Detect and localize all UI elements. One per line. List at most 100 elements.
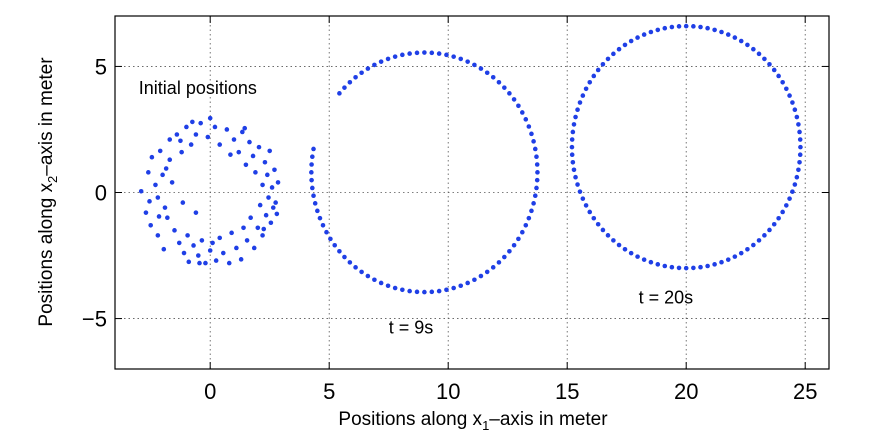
series-2-point bbox=[732, 254, 738, 259]
series-1-point bbox=[378, 280, 384, 286]
series-1-point bbox=[465, 59, 470, 64]
series-0-point bbox=[251, 245, 257, 251]
series-2-point bbox=[712, 262, 717, 267]
series-2-point bbox=[762, 233, 767, 238]
series-0-point bbox=[138, 188, 144, 194]
series-2-point bbox=[725, 32, 731, 37]
series-0-point bbox=[265, 172, 270, 178]
series-0-point bbox=[148, 222, 153, 228]
series-2-point bbox=[787, 93, 792, 98]
series-0-point bbox=[255, 225, 261, 231]
annotation-label: t = 20s bbox=[639, 287, 694, 307]
series-1-point bbox=[531, 201, 536, 206]
series-2-point bbox=[587, 209, 593, 215]
series-0-point bbox=[193, 132, 199, 137]
series-2-point bbox=[669, 24, 675, 30]
series-0-point bbox=[149, 154, 155, 160]
series-0-point bbox=[199, 238, 205, 243]
series-1-point bbox=[444, 52, 449, 58]
series-2-point bbox=[732, 35, 738, 40]
series-2-point bbox=[738, 250, 744, 256]
series-0-point bbox=[143, 210, 149, 215]
series-2-point bbox=[569, 152, 575, 158]
series-1-point bbox=[507, 91, 512, 96]
x-tick-label: 0 bbox=[204, 379, 216, 404]
series-0-point bbox=[186, 259, 192, 265]
series-0-point bbox=[242, 125, 248, 131]
series-0-point bbox=[174, 132, 180, 137]
series-1-point bbox=[392, 54, 398, 59]
series-0-point bbox=[268, 220, 274, 226]
series-0-point bbox=[190, 119, 195, 125]
series-2-point bbox=[575, 107, 580, 113]
series-1-point bbox=[312, 201, 318, 206]
series-1-point bbox=[496, 260, 502, 265]
series-0-point bbox=[197, 260, 202, 266]
series-0-point bbox=[269, 185, 275, 190]
series-2-point bbox=[595, 221, 601, 227]
series-2-point bbox=[605, 233, 611, 238]
series-2-point bbox=[583, 203, 589, 208]
series-1-point bbox=[523, 223, 529, 228]
series-1-point bbox=[407, 51, 412, 56]
series-0-point bbox=[157, 148, 163, 154]
series-2-point bbox=[780, 79, 785, 85]
series-0-point bbox=[181, 250, 187, 256]
y-tick-label: 0 bbox=[95, 181, 107, 206]
series-1-point bbox=[531, 139, 536, 144]
series-0-point bbox=[169, 180, 175, 185]
series-2-point bbox=[698, 24, 703, 30]
series-0-point bbox=[243, 162, 249, 168]
y-tick-label: 5 bbox=[95, 54, 107, 79]
series-1-point bbox=[392, 285, 398, 291]
series-1-point bbox=[490, 75, 496, 80]
series-0-point bbox=[188, 142, 194, 147]
series-2-point bbox=[797, 129, 802, 135]
series-2-point bbox=[767, 227, 772, 233]
series-0-point bbox=[253, 170, 258, 175]
series-2-point bbox=[784, 86, 789, 92]
series-2-point bbox=[628, 38, 634, 44]
series-2-point bbox=[571, 122, 577, 127]
series-0-point bbox=[250, 153, 256, 159]
series-1-point bbox=[378, 59, 384, 64]
series-2-point bbox=[569, 144, 575, 150]
series-2-point bbox=[787, 196, 792, 201]
series-1-point bbox=[520, 110, 525, 115]
series-2-point bbox=[591, 215, 597, 221]
series-0-point bbox=[160, 172, 165, 178]
series-2-point bbox=[745, 42, 750, 48]
series-2-point bbox=[611, 238, 616, 243]
series-2-point bbox=[745, 247, 750, 252]
series-1-point bbox=[310, 154, 315, 159]
series-0-point bbox=[147, 199, 152, 204]
series-1-point bbox=[532, 146, 538, 152]
series-2-point bbox=[605, 56, 611, 62]
series-1-point bbox=[507, 248, 512, 254]
series-0-point bbox=[167, 157, 173, 163]
series-0-point bbox=[167, 137, 173, 142]
series-2-point bbox=[611, 51, 616, 57]
series-0-point bbox=[163, 166, 169, 171]
series-2-point bbox=[580, 93, 586, 98]
series-2-point bbox=[794, 174, 800, 180]
series-2-point bbox=[655, 27, 661, 33]
series-0-point bbox=[155, 195, 161, 200]
series-0-point bbox=[212, 124, 218, 130]
grid bbox=[115, 16, 829, 369]
series-0-point bbox=[274, 211, 280, 217]
annotation-label: t = 9s bbox=[389, 318, 434, 338]
series-2-point bbox=[583, 86, 589, 92]
series-0-point bbox=[260, 233, 265, 238]
series-2-point bbox=[622, 42, 628, 48]
series-1-point bbox=[511, 242, 517, 248]
series-2-point bbox=[641, 257, 647, 262]
series-2-point bbox=[641, 32, 647, 37]
series-2-point bbox=[719, 259, 724, 265]
series-1-point bbox=[310, 185, 315, 191]
series-1-point bbox=[320, 223, 326, 228]
series-1-point bbox=[353, 75, 358, 80]
series-1-point bbox=[429, 50, 435, 56]
annotations: Initial positions t = 9s t = 20s bbox=[139, 78, 693, 338]
series-1-point bbox=[372, 62, 377, 68]
